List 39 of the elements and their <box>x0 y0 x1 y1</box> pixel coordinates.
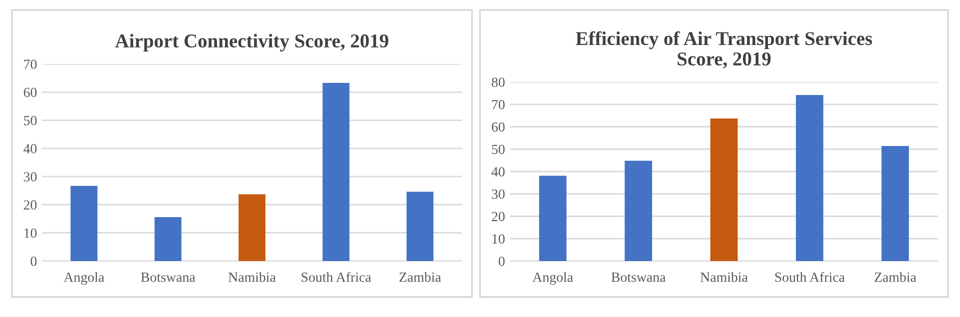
y-tick-label: 80 <box>492 78 505 87</box>
bar <box>710 118 738 261</box>
x-tick-label: Angola <box>64 272 104 285</box>
y-tick-label: 60 <box>492 122 505 132</box>
y-tick-label: 0 <box>498 256 505 266</box>
y-tick-label: 40 <box>492 167 505 176</box>
chart-title: Airport Connectivity Score, 2019 <box>115 34 388 52</box>
bar <box>70 186 98 261</box>
x-tick-label: Namibia <box>700 272 748 282</box>
y-tick-label: 10 <box>492 234 505 244</box>
y-tick-label: 0 <box>30 256 37 266</box>
y-tick-label: 50 <box>24 116 37 126</box>
y-tick-label: 70 <box>24 60 37 69</box>
x-tick-label: South Africa <box>302 272 372 282</box>
x-tick-label: Zambia <box>399 272 442 282</box>
x-tick-label: Botswana <box>141 272 196 282</box>
chart-title: Efficiency of Air Transport Services Score, 2019 <box>576 31 872 68</box>
bar <box>796 94 824 261</box>
bar <box>322 82 350 261</box>
x-tick-label: Angola <box>532 272 574 285</box>
y-tick-label: 20 <box>492 212 505 222</box>
y-tick-label: 50 <box>492 144 505 154</box>
x-tick-label: Zambia <box>874 272 916 282</box>
y-tick-label: 30 <box>24 172 37 182</box>
bar <box>882 146 909 261</box>
x-tick-label: Botswana <box>611 272 666 282</box>
y-tick-label: 70 <box>492 100 505 110</box>
y-tick-label: 10 <box>24 228 37 238</box>
bar <box>406 192 434 261</box>
bar <box>624 160 652 261</box>
y-tick-label: 60 <box>24 88 37 98</box>
y-tick-label: 30 <box>492 189 505 199</box>
y-tick-label: 20 <box>24 200 37 210</box>
bar <box>539 176 566 261</box>
bar <box>238 194 266 261</box>
bar <box>154 217 182 261</box>
y-tick-label: 40 <box>24 144 37 154</box>
x-tick-label: Namibia <box>228 272 276 282</box>
x-tick-label: South Africa <box>775 272 845 282</box>
